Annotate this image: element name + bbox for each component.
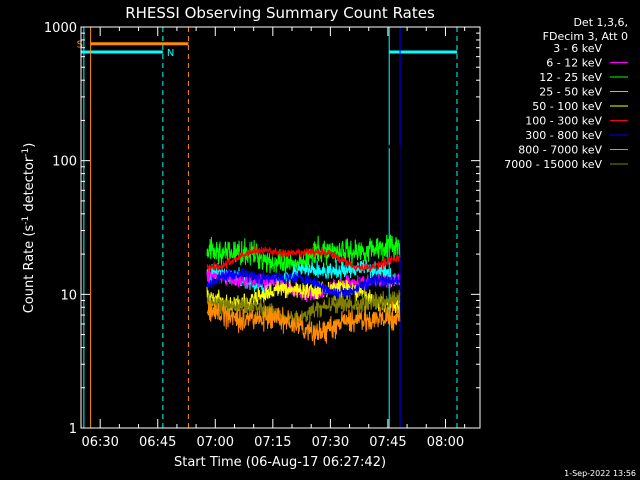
y-axis-label-part: )	[22, 143, 37, 148]
x-tick-label: 07:15	[254, 435, 291, 450]
series-line-100-300-kev	[206, 245, 401, 274]
y-axis-label-part: Count Rate (s	[22, 225, 37, 314]
y-tick-label: 100	[52, 155, 77, 170]
series-line-3-6-kev	[206, 142, 401, 249]
y-tick-label: 1000	[44, 21, 77, 36]
series-line-300-800-kev	[206, 268, 401, 300]
legend-label: 300 - 800 keV	[525, 129, 602, 142]
y-axis: 1 10 100 1000	[44, 21, 480, 437]
x-axis-label: Start Time (06-Aug-17 06:27:42)	[174, 455, 386, 470]
legend-label: 7000 - 15000 keV	[504, 158, 602, 171]
series-line-6-12-kev	[206, 269, 401, 303]
legend-label: 50 - 100 keV	[532, 100, 602, 113]
saa-flag-label: S	[77, 40, 83, 51]
y-axis-label-exponent: -1	[21, 148, 31, 157]
legend-label: 100 - 300 keV	[525, 115, 602, 128]
y-axis-label-exponent: -1	[21, 216, 31, 225]
x-tick-label: 06:30	[81, 435, 118, 450]
x-axis: 06:30 06:45 07:00 07:15 07:30 07:45 08:00	[80, 27, 466, 450]
y-tick-label: 1	[69, 422, 77, 437]
x-tick-label: 07:30	[312, 435, 349, 450]
series-layer	[206, 142, 401, 346]
series-line-800-7000-kev	[206, 301, 401, 346]
legend-header-line: Det 1,3,6,	[573, 16, 628, 29]
observing-flag-layer: SN	[77, 27, 458, 428]
legend: Det 1,3,6, FDecim 3, Att 0 3 - 6 keV 6 - …	[504, 16, 628, 171]
y-axis-label: Count Rate (s-1 detector-1)	[21, 143, 37, 314]
x-tick-label: 08:00	[427, 435, 464, 450]
legend-label: 800 - 7000 keV	[518, 144, 602, 157]
night-flag-label: N	[167, 48, 174, 59]
x-tick-label: 07:00	[197, 435, 234, 450]
legend-label: 12 - 25 keV	[539, 71, 602, 84]
legend-label: 3 - 6 keV	[553, 42, 602, 55]
x-tick-label: 07:45	[369, 435, 406, 450]
series-line-7000-15000-kev	[206, 290, 401, 327]
legend-label: 6 - 12 keV	[546, 57, 602, 70]
legend-label: 25 - 50 keV	[539, 86, 602, 99]
y-axis-label-part: detector	[22, 156, 37, 216]
chart-title: RHESSI Observing Summary Count Rates	[125, 4, 435, 22]
y-tick-label: 10	[60, 288, 77, 303]
legend-header-line: FDecim 3, Att 0	[543, 30, 628, 43]
plot-frame	[80, 26, 481, 429]
x-tick-label: 06:45	[139, 435, 176, 450]
footer-timestamp: 1-Sep-2022 13:56	[564, 469, 636, 478]
